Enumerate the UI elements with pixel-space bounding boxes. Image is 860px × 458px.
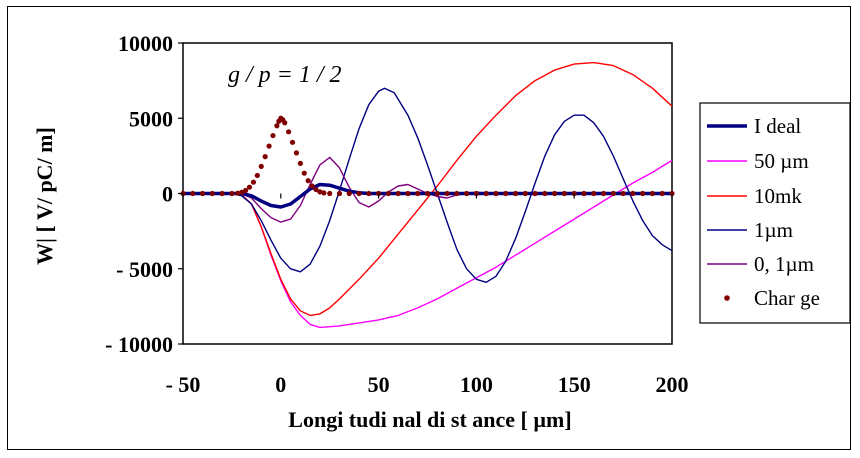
legend-label: 50 µm: [754, 149, 809, 173]
charge-point: [640, 190, 646, 197]
charge-point: [327, 190, 333, 197]
charge-point: [274, 123, 280, 129]
charge-point: [246, 184, 253, 190]
charge-point: [229, 190, 235, 197]
charge-point: [346, 190, 352, 197]
charge-point: [532, 190, 538, 197]
charge-point: [522, 190, 528, 197]
y-tick-label: 0: [162, 182, 173, 207]
charge-point: [405, 190, 411, 197]
x-axis-title: Longi tudi nal di st ance [ µm]: [288, 407, 571, 432]
charge-point: [336, 190, 343, 197]
charge-point: [483, 190, 489, 197]
series-line-4: [183, 156, 672, 223]
charge-point: [434, 190, 440, 197]
charge-point: [630, 190, 636, 197]
series-line-3: [183, 87, 673, 283]
series-line-0: [183, 182, 672, 209]
charge-point: [266, 143, 272, 149]
charge-point: [301, 170, 307, 176]
charge-point: [561, 190, 568, 197]
legend-box: [699, 102, 851, 324]
y-tick-label: - 10000: [105, 332, 173, 357]
charge-point: [293, 150, 300, 156]
charge-point: [610, 190, 616, 197]
x-tick-label: 200: [656, 372, 689, 397]
y-tick-label: 5000: [129, 106, 173, 131]
gp-annotation: g / p = 1 / 2: [228, 62, 342, 88]
charge-point: [415, 190, 421, 197]
charge-point: [305, 178, 311, 184]
charge-point: [649, 190, 656, 197]
charge-point: [512, 190, 519, 197]
charge-point: [591, 190, 597, 197]
x-axis-ticks: - 50 0 50 100 150 200: [166, 193, 689, 397]
charge-point: [250, 179, 257, 185]
charge-point: [444, 190, 450, 197]
charge-point: [424, 190, 431, 197]
charge-point: [620, 190, 626, 197]
charge-point: [317, 189, 323, 195]
x-tick-label: 100: [460, 372, 493, 397]
charge-point: [297, 160, 303, 166]
y-tick-label: 10000: [118, 31, 173, 56]
charge-point: [581, 190, 587, 197]
charge-point: [289, 139, 296, 145]
charge-point: [600, 190, 607, 197]
charge-point: [262, 154, 268, 160]
charge-point: [209, 190, 215, 197]
charge-point: [239, 189, 245, 195]
series-layer: [180, 61, 675, 329]
charge-point: [254, 172, 260, 179]
charge-point: [282, 120, 288, 126]
charge-point: [385, 190, 391, 197]
charge-point: [286, 129, 292, 135]
charge-point: [552, 190, 558, 197]
y-axis-title: W| [ V/ pC/ m]: [32, 127, 57, 265]
legend-label: 10mk: [754, 184, 802, 208]
y-axis-ticks: 10000 5000 0 - 5000 - 10000: [105, 31, 183, 357]
charge-point: [542, 190, 548, 197]
charge-point: [258, 163, 264, 170]
charge-point: [190, 190, 196, 197]
charge-point: [659, 190, 665, 197]
charge-point: [503, 190, 509, 197]
charge-point: [493, 190, 499, 197]
charge-point: [321, 190, 327, 196]
charge-point: [219, 190, 225, 197]
legend-swatch-charge: [724, 295, 730, 301]
series-line-2: [183, 61, 673, 317]
charge-point: [356, 190, 362, 197]
charge-point: [454, 190, 460, 197]
legend: I deal 50 µm 10mk 1µm 0, 1µm Char ge: [707, 114, 820, 310]
charge-point: [242, 187, 249, 194]
series-charge: [180, 115, 675, 197]
legend-label: 0, 1µm: [754, 252, 814, 276]
legend-label: 1µm: [754, 218, 793, 242]
charge-point: [366, 190, 372, 197]
charge-point: [313, 186, 319, 193]
x-tick-label: - 50: [166, 372, 201, 397]
charge-point: [464, 190, 470, 197]
charge-point: [199, 190, 206, 197]
charge-point: [270, 132, 276, 139]
charge-point: [395, 190, 401, 197]
y-tick-label: - 5000: [116, 257, 173, 282]
charge-point: [235, 190, 241, 196]
legend-label: I deal: [754, 114, 801, 138]
x-tick-label: 150: [558, 372, 591, 397]
legend-label: Char ge: [754, 286, 820, 310]
x-tick-label: 50: [368, 372, 390, 397]
charge-point: [309, 183, 315, 189]
x-tick-label: 0: [275, 372, 286, 397]
